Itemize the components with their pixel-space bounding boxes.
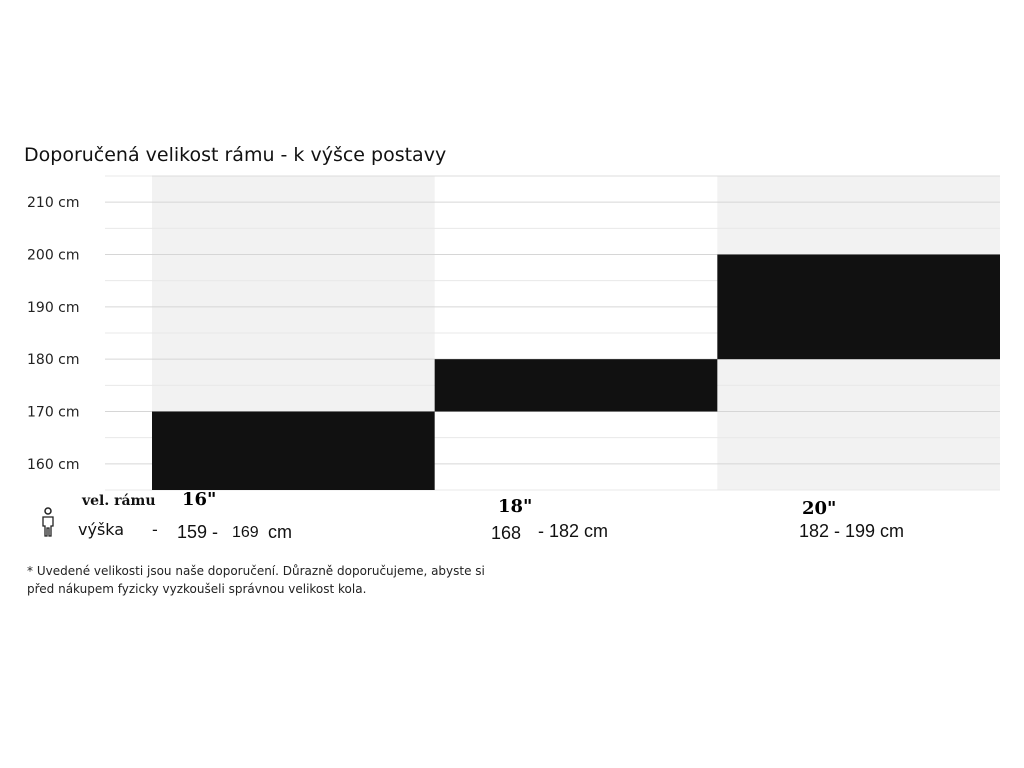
range-16-to: 169: [232, 524, 259, 541]
frame-size-label: vel. rámu: [82, 493, 156, 509]
chart: 160 cm 170 cm 180 cm 190 cm 200 cm 210 cm: [27, 175, 1000, 491]
range-18-to: - 182 cm: [538, 521, 609, 541]
y-tick-label-210: 210 cm: [27, 195, 80, 211]
footnote-line-1: * Uvedené velikosti jsou naše doporučení…: [27, 564, 485, 578]
y-tick-label-160: 160 cm: [27, 457, 80, 473]
range-20: 182 - 199 cm: [799, 521, 905, 541]
person-icon: [42, 507, 54, 537]
bar-2: [717, 254, 1000, 360]
y-tick-label-170: 170 cm: [27, 405, 80, 421]
range-16-from: 159 -: [177, 522, 219, 542]
bar-0: [152, 411, 435, 490]
chart-title: Doporučená velikost rámu - k výšce posta…: [24, 144, 447, 166]
height-dash: -: [152, 520, 158, 539]
height-label: výška: [78, 520, 125, 539]
frame-size-20: 20": [802, 498, 837, 519]
footnote: * Uvedené velikosti jsou naše doporučení…: [27, 562, 547, 598]
y-tick-label-200: 200 cm: [27, 248, 80, 264]
frame-size-16: 16": [182, 489, 217, 510]
frame-size-18: 18": [498, 496, 533, 517]
range-16-unit: cm: [268, 522, 292, 542]
y-tick-label-180: 180 cm: [27, 352, 80, 368]
range-18-from: 168: [491, 523, 522, 543]
footnote-line-2: před nákupem fyzicky vyzkoušeli správnou…: [27, 582, 367, 596]
bar-1: [434, 359, 718, 412]
y-tick-label-190: 190 cm: [27, 300, 80, 316]
